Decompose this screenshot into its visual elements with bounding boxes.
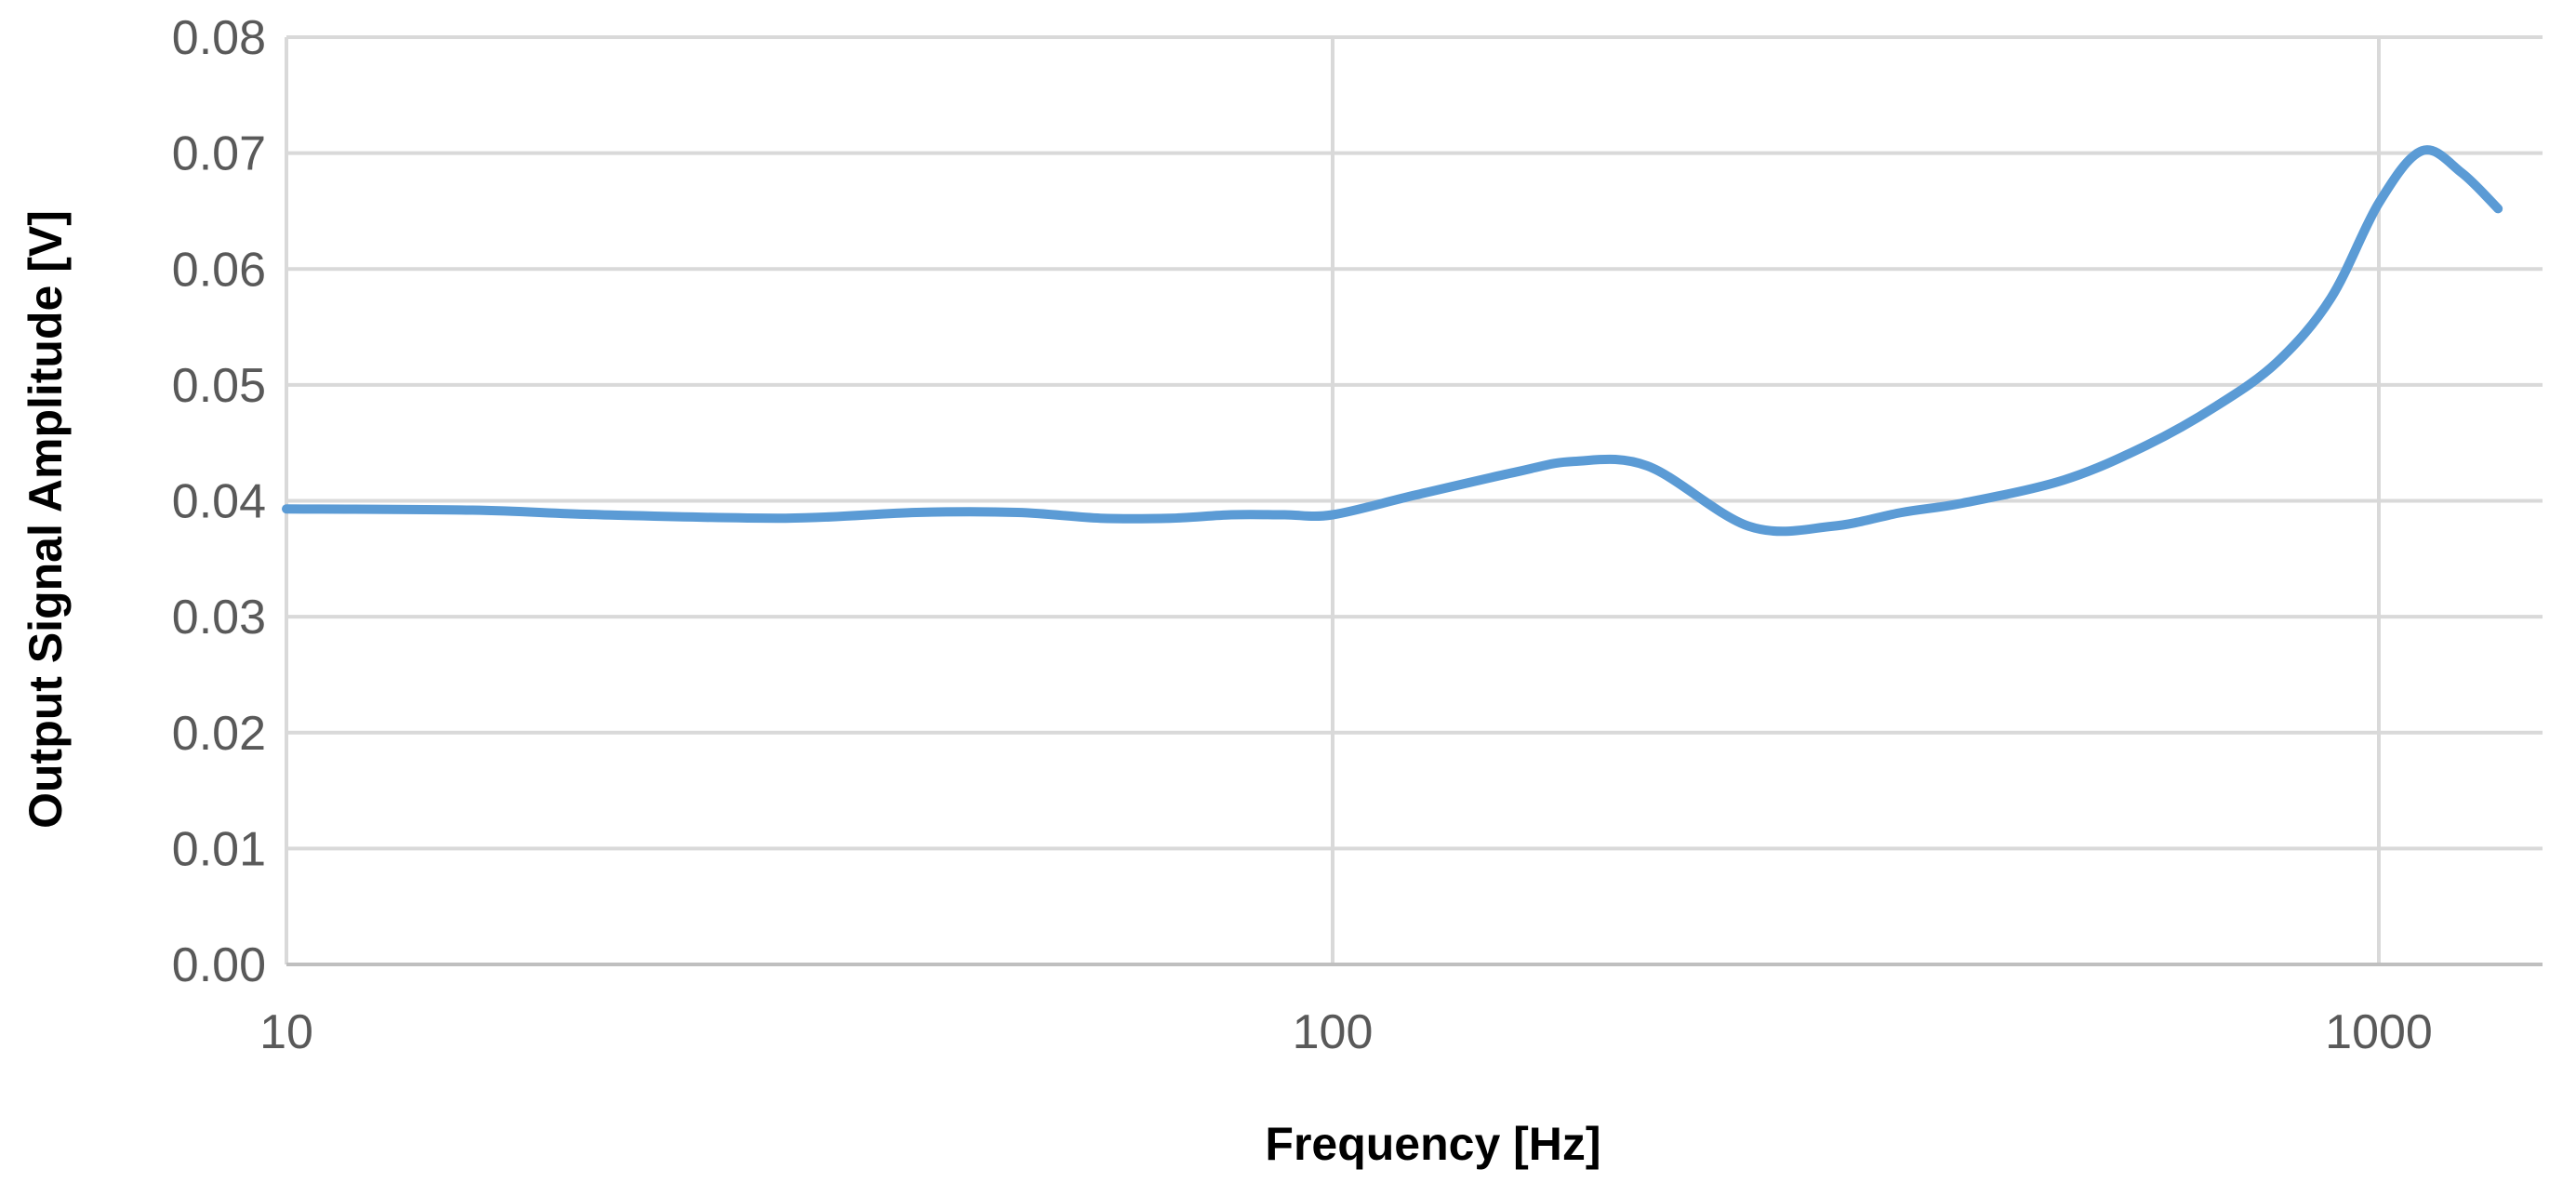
grid — [285, 35, 2543, 966]
x-tick-label: 10 — [259, 1005, 313, 1059]
y-tick-label: 0.07 — [172, 127, 266, 181]
y-tick-label: 0.06 — [172, 243, 266, 297]
y-tick-label: 0.08 — [172, 11, 266, 65]
y-tick-label: 0.00 — [172, 938, 266, 992]
x-tick-label: 1000 — [2325, 1005, 2433, 1059]
y-tick-label: 0.03 — [172, 591, 266, 645]
x-tick-labels: 10 100 1000 — [259, 1005, 2433, 1059]
y-tick-labels: 0.00 0.01 0.02 0.03 0.04 0.05 0.06 0.07 0.08 — [172, 11, 266, 992]
y-tick-label: 0.05 — [172, 359, 266, 413]
y-tick-label: 0.01 — [172, 822, 266, 876]
y-axis-title: Output Signal Amplitude [V] — [20, 210, 72, 829]
x-tick-label: 100 — [1293, 1005, 1374, 1059]
y-tick-label: 0.04 — [172, 475, 266, 529]
series-layer — [282, 145, 2503, 537]
y-tick-label: 0.02 — [172, 707, 266, 761]
series-line — [282, 145, 2503, 537]
x-axis-title: Frequency [Hz] — [1265, 1118, 1600, 1170]
